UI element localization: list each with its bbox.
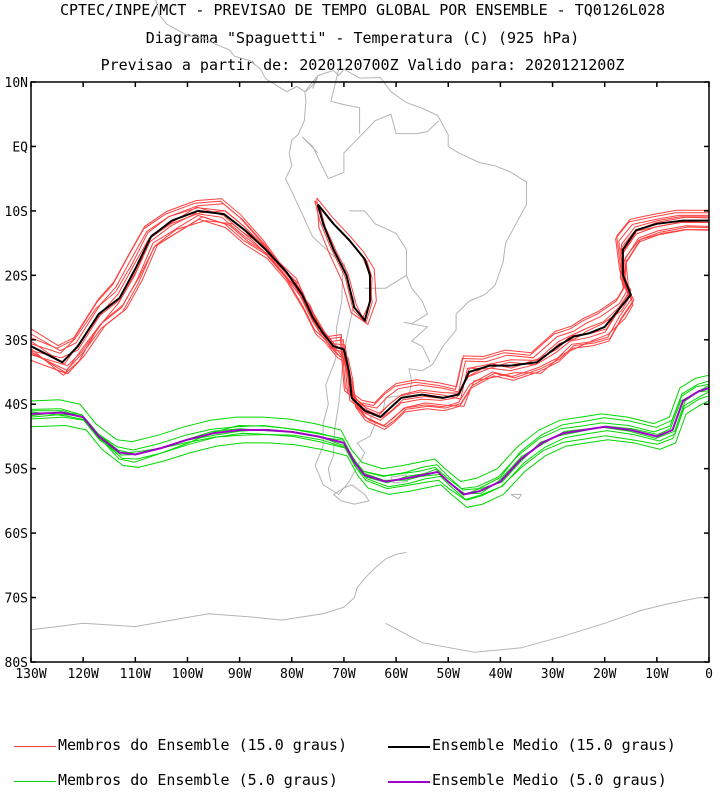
legend-members-15-swatch: [14, 746, 56, 747]
member-contour-15-2: [30, 210, 709, 416]
lon-label: 20W: [593, 667, 617, 682]
lon-label: 120W: [67, 667, 98, 682]
lat-label: 40S: [5, 398, 28, 413]
map-frame: [30, 81, 710, 663]
lon-label: 0: [705, 667, 713, 682]
lon-label: 60W: [384, 667, 408, 682]
country-border: [328, 113, 440, 180]
coastline-caribbean: [305, 76, 319, 93]
legend-members-5-swatch: [14, 781, 56, 782]
coastline-south-america: [284, 68, 527, 496]
lon-label: 30W: [541, 667, 565, 682]
mean-15-layer: [30, 203, 709, 419]
coastline-weddell: [385, 597, 709, 653]
member-contour-5-3: [30, 374, 710, 483]
coastline-tierra-del-fuego: [332, 484, 370, 505]
title-line-3: Previsao a partir de: 2020120700Z Valido…: [100, 56, 625, 74]
lat-label: 80S: [5, 656, 28, 671]
member-contour-15-14: [316, 197, 377, 326]
member-contour-5-5: [30, 383, 710, 490]
coastline-antarctica: [30, 551, 407, 631]
legend-mean-5-label: Ensemble Medio (5.0 graus): [432, 771, 667, 789]
lon-label: 40W: [489, 667, 513, 682]
title-line-1: CPTEC/INPE/MCT - PREVISAO DE TEMPO GLOBA…: [59, 1, 666, 19]
lat-label: 10S: [5, 205, 28, 220]
lat-label: 30S: [5, 334, 28, 349]
country-border: [403, 275, 431, 363]
lon-label: 10W: [645, 667, 669, 682]
legend-mean-5-swatch: [388, 781, 430, 783]
mean-5-layer: [30, 387, 710, 496]
lon-label: 70W: [332, 667, 356, 682]
legend-members-15-label: Membros do Ensemble (15.0 graus): [58, 736, 347, 754]
lon-label: 50W: [436, 667, 460, 682]
lon-label: 100W: [172, 667, 203, 682]
legend-members-5-label: Membros do Ensemble (5.0 graus): [58, 771, 338, 789]
member-contour-15-9: [30, 212, 710, 421]
country-border: [330, 68, 361, 134]
lon-label: 130W: [15, 667, 46, 682]
lat-label: 10N: [5, 76, 28, 91]
member-contour-5-7: [30, 380, 710, 491]
mean-contour-15-1: [30, 209, 709, 419]
coastline-layer: [30, 0, 709, 653]
legend-mean-15-swatch: [388, 746, 430, 748]
lon-label: 90W: [228, 667, 252, 682]
member-contour-5-6: [30, 391, 710, 501]
legend-mean-15-label: Ensemble Medio (15.0 graus): [432, 736, 676, 754]
member-contour-15-4: [30, 200, 709, 407]
member-contour-15-8: [30, 203, 709, 409]
lat-label: 60S: [5, 527, 28, 542]
coastline-south-georgia: [510, 493, 523, 500]
coastline-central-america: [154, 0, 306, 93]
country-border: [301, 136, 329, 179]
member-contour-15-5: [30, 218, 710, 430]
lon-label: 80W: [280, 667, 304, 682]
members-15-layer: [30, 197, 710, 430]
member-contour-15-11: [30, 220, 709, 427]
member-contour-15-6: [30, 198, 709, 404]
members-5-layer: [30, 374, 710, 508]
title-line-2: Diagrama "Spaguetti" - Temperatura (C) (…: [145, 29, 580, 47]
lat-label: EQ: [12, 140, 28, 155]
lat-label: 70S: [5, 592, 28, 607]
member-contour-5-4: [30, 400, 710, 508]
country-border: [349, 210, 407, 289]
mean-contour-15-2: [316, 203, 371, 323]
lat-label: 50S: [5, 463, 28, 478]
lon-label: 110W: [120, 667, 151, 682]
lat-label: 20S: [5, 269, 28, 284]
mean-contour-5-1: [30, 387, 710, 496]
